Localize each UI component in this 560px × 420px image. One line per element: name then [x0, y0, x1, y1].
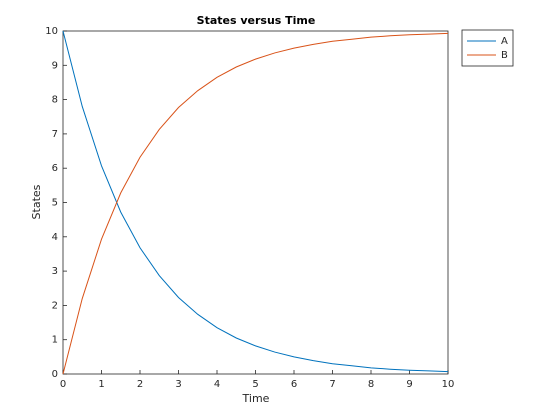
y-tick-label: 1	[52, 335, 58, 346]
y-tick-label: 8	[52, 95, 58, 106]
y-tick-label: 6	[52, 163, 58, 174]
series-line	[62, 30, 449, 373]
x-tick-label: 7	[329, 379, 335, 390]
chart-title: States versus Time	[197, 14, 316, 27]
legend-box	[461, 29, 514, 67]
axes-box	[62, 30, 449, 375]
y-tick-label: 10	[45, 26, 58, 37]
series-line	[62, 32, 449, 375]
x-tick-label: 8	[368, 379, 374, 390]
y-tick-label: 9	[52, 60, 58, 71]
x-tick-label: 5	[252, 379, 258, 390]
x-tick-label: 2	[137, 379, 143, 390]
x-tick-label: 1	[98, 379, 104, 390]
y-tick-label: 7	[52, 129, 58, 140]
y-tick-label: 5	[52, 198, 58, 209]
x-axis-label: Time	[242, 392, 270, 405]
x-tick-label: 4	[214, 379, 220, 390]
legend-label: B	[501, 50, 508, 61]
x-tick-label: 3	[175, 379, 181, 390]
y-tick-label: 4	[52, 232, 58, 243]
y-axis-label: States	[30, 184, 43, 219]
x-tick-label: 6	[291, 379, 297, 390]
y-tick-label: 3	[52, 266, 58, 277]
x-tick-label: 0	[60, 379, 66, 390]
y-tick-label: 2	[52, 300, 58, 311]
x-tick-label: 9	[406, 379, 412, 390]
x-tick-label: 10	[442, 379, 455, 390]
legend-label: A	[501, 36, 508, 47]
y-tick-label: 0	[52, 369, 58, 380]
